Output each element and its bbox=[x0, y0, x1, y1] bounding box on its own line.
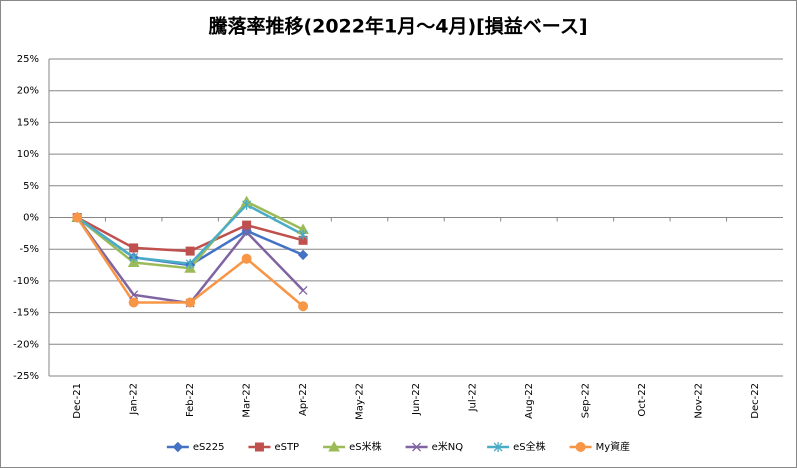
x-tick-label: Apr-22 bbox=[298, 383, 309, 416]
y-tick-label: -10% bbox=[13, 276, 39, 287]
x-tick-label: Nov-22 bbox=[693, 383, 704, 419]
marker bbox=[185, 258, 195, 269]
marker bbox=[493, 442, 503, 452]
legend-label: eS225 bbox=[193, 442, 225, 453]
marker bbox=[298, 301, 309, 312]
legend-label: e米NQ bbox=[432, 440, 464, 453]
y-tick-label: 15% bbox=[17, 117, 39, 128]
legend-label: eS全株 bbox=[513, 440, 546, 453]
x-tick-label: Jun-22 bbox=[411, 383, 422, 416]
y-tick-label: -15% bbox=[13, 308, 39, 319]
marker bbox=[129, 243, 139, 253]
marker bbox=[242, 227, 252, 237]
y-tick-label: 0% bbox=[23, 213, 39, 224]
x-tick-label: May-22 bbox=[355, 383, 366, 420]
y-tick-label: -5% bbox=[20, 244, 39, 255]
x-tick-label: Jul-22 bbox=[467, 383, 478, 412]
x-tick-label: Jan-22 bbox=[129, 383, 140, 416]
legend-label: My資産 bbox=[596, 440, 631, 453]
marker bbox=[298, 229, 308, 240]
y-tick-label: 20% bbox=[17, 86, 39, 97]
x-tick-label: Mar-22 bbox=[242, 383, 253, 418]
marker bbox=[172, 441, 184, 453]
x-tick-label: Dec-21 bbox=[72, 383, 83, 419]
x-tick-label: Sep-22 bbox=[580, 383, 591, 418]
x-tick-label: Aug-22 bbox=[524, 383, 535, 419]
marker bbox=[128, 297, 139, 308]
y-tick-label: 10% bbox=[17, 149, 39, 160]
y-tick-label: 25% bbox=[17, 54, 39, 65]
marker bbox=[297, 249, 309, 261]
y-tick-label: -20% bbox=[13, 339, 39, 350]
legend-label: eS米株 bbox=[349, 440, 382, 453]
marker bbox=[129, 290, 139, 300]
marker bbox=[412, 442, 422, 452]
marker bbox=[72, 212, 83, 223]
marker bbox=[185, 297, 196, 308]
x-tick-label: Oct-22 bbox=[637, 383, 648, 417]
legend: eS225 eSTP eS米株 e米NQ eS全株 My資産 bbox=[166, 440, 631, 453]
chart-title: 騰落率推移(2022年1月～4月)[損益ベース] bbox=[207, 15, 587, 38]
marker bbox=[241, 253, 252, 264]
legend-label: eSTP bbox=[274, 442, 299, 453]
y-tick-label: -25% bbox=[13, 371, 39, 382]
marker bbox=[242, 199, 252, 210]
x-tick-label: Feb-22 bbox=[185, 383, 196, 417]
y-tick-label: 5% bbox=[23, 181, 39, 192]
marker bbox=[129, 252, 139, 263]
marker bbox=[254, 442, 264, 452]
marker bbox=[298, 285, 308, 295]
marker bbox=[185, 246, 195, 256]
x-tick-label: Dec-22 bbox=[750, 383, 761, 419]
marker bbox=[575, 442, 586, 452]
marker bbox=[328, 440, 340, 452]
marker bbox=[242, 220, 252, 230]
